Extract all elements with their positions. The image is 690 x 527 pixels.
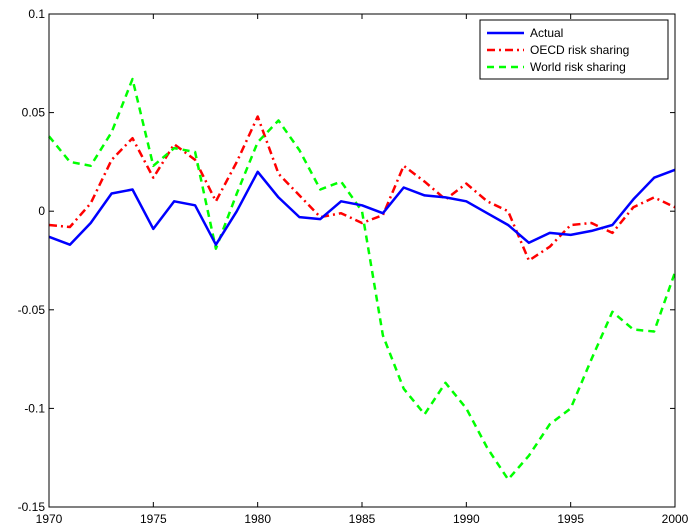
x-tick-label: 2000: [662, 512, 689, 526]
x-tick-label: 1980: [244, 512, 271, 526]
y-tick-label: 0.1: [28, 7, 45, 21]
y-tick-label: 0: [38, 204, 45, 218]
y-tick-label: -0.15: [18, 500, 46, 514]
x-tick-label: 1995: [557, 512, 584, 526]
y-tick-label: -0.05: [18, 303, 46, 317]
series-line-1: [48, 115, 676, 262]
legend: Actual OECD risk sharing World risk sharin…: [479, 19, 669, 80]
legend-label: OECD risk sharing: [530, 43, 629, 57]
series-line-2: [48, 77, 677, 481]
series-layer: [48, 77, 677, 481]
legend-label: World risk sharing: [530, 60, 626, 74]
x-tick-label: 1970: [36, 512, 63, 526]
x-tick-label: 1975: [140, 512, 167, 526]
axis-ticks: 1970 1975 1980 1985 1990 1995 2000 -0.15 -0.1 -0.…: [18, 7, 689, 526]
series-line-0: [48, 168, 676, 246]
legend-label: Actual: [530, 26, 563, 40]
y-tick-label: -0.1: [24, 401, 45, 415]
y-tick-label: 0.05: [22, 106, 46, 120]
x-tick-label: 1985: [349, 512, 376, 526]
x-tick-label: 1990: [453, 512, 480, 526]
